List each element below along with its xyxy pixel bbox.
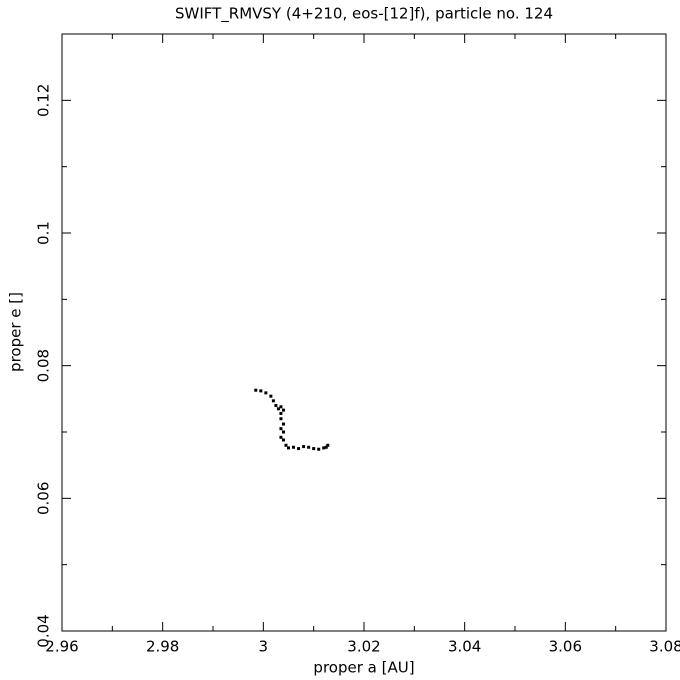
- point: [307, 445, 311, 449]
- point: [326, 443, 330, 447]
- x-tick-label: 3.08: [649, 638, 680, 656]
- point: [312, 447, 316, 451]
- point: [281, 438, 285, 442]
- y-tick-label: 0.1: [35, 221, 53, 245]
- point: [279, 435, 283, 439]
- x-tick-label: 2.98: [146, 638, 179, 656]
- x-tick-label: 2.96: [45, 638, 78, 656]
- point: [279, 411, 283, 415]
- point: [281, 408, 285, 412]
- point: [281, 422, 285, 426]
- point: [269, 394, 273, 398]
- point: [324, 445, 328, 449]
- point: [287, 446, 290, 450]
- y-tick-label: 0.12: [35, 84, 53, 117]
- point: [279, 405, 283, 409]
- point: [271, 399, 275, 403]
- x-tick-label: 3.06: [549, 638, 582, 656]
- x-tick-label: 3.04: [448, 638, 481, 656]
- x-tick-label: 3: [259, 638, 269, 656]
- point: [292, 445, 296, 449]
- point: [279, 427, 283, 431]
- y-axis-label: proper e []: [7, 292, 25, 372]
- point: [264, 391, 268, 395]
- y-tick-label: 0.08: [35, 349, 53, 382]
- point: [254, 388, 258, 392]
- point: [281, 430, 285, 434]
- y-tick-label: 0.04: [35, 614, 53, 647]
- point: [297, 447, 301, 451]
- y-tick-label: 0.06: [35, 482, 53, 515]
- x-axis-label: proper a [AU]: [313, 659, 414, 677]
- x-tick-label: 3.02: [347, 638, 380, 656]
- point: [276, 407, 280, 411]
- point: [302, 445, 306, 449]
- point: [317, 447, 321, 451]
- plot-frame: [61, 33, 667, 632]
- chart-title: SWIFT_RMVSY (4+210, eos-[12]f), particle…: [175, 5, 553, 24]
- point: [259, 389, 263, 393]
- point: [322, 446, 326, 450]
- point: [284, 443, 288, 447]
- point: [274, 403, 278, 407]
- point: [279, 417, 283, 421]
